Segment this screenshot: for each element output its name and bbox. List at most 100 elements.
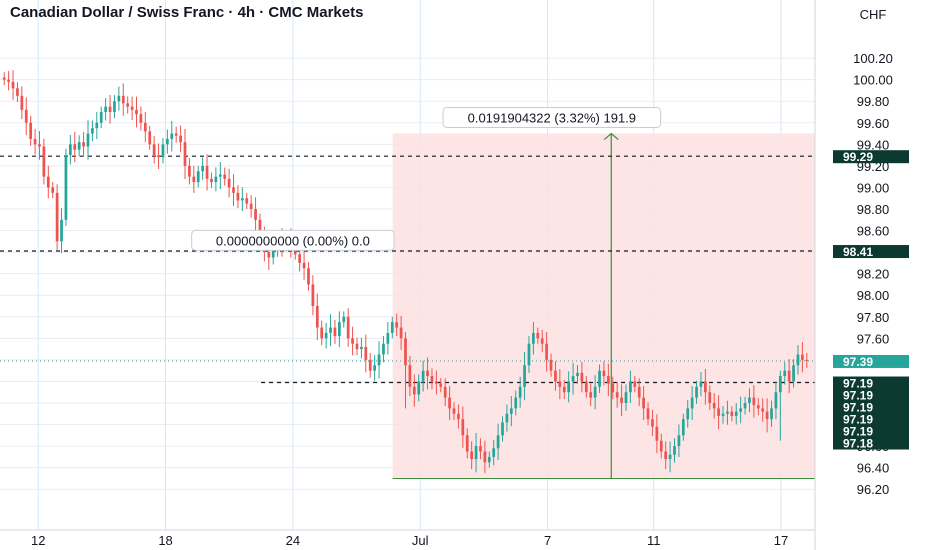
- candle-body: [743, 403, 747, 409]
- price-tick-label: 98.00: [857, 288, 890, 303]
- candle-body: [699, 381, 703, 387]
- candle-body: [712, 403, 716, 409]
- candle-body: [320, 327, 324, 339]
- price-badge: [833, 412, 909, 426]
- candle-body: [91, 128, 94, 134]
- candle-body: [761, 408, 765, 412]
- time-axis[interactable]: 12 18 24 Jul 7 11 17: [31, 533, 788, 548]
- candle-body: [51, 187, 55, 193]
- candle-body: [443, 386, 447, 398]
- candle-body: [430, 376, 434, 382]
- price-badge-label: 99.29: [843, 150, 873, 164]
- candle-body: [135, 109, 138, 115]
- candle-body: [421, 370, 425, 382]
- measure-labels: 0.0191904322 (3.32%) 191.9 0.0000000000 (…: [191, 106, 662, 251]
- candle-body: [130, 106, 134, 110]
- price-badge-label: 97.19: [843, 389, 873, 403]
- candle-body: [668, 454, 672, 460]
- price-badge: [833, 150, 909, 164]
- candle-body: [126, 103, 130, 107]
- price-tick-label: 97.80: [857, 310, 890, 325]
- candle-body: [152, 144, 156, 156]
- price-badge: [833, 400, 909, 414]
- candle-body: [637, 386, 641, 398]
- candle-body: [86, 133, 90, 147]
- candle-body: [620, 397, 623, 403]
- candle-body: [778, 376, 782, 393]
- candle-body: [792, 365, 795, 382]
- candle-body: [24, 109, 28, 123]
- candle-body: [774, 392, 778, 409]
- candle-body: [435, 381, 438, 384]
- measure-label-text: 0.0191904322 (3.32%) 191.9: [468, 110, 636, 125]
- candle-body: [461, 419, 465, 436]
- candle-body: [324, 332, 328, 339]
- candle-body: [368, 359, 372, 371]
- candle-body: [240, 198, 244, 201]
- candle-body: [104, 106, 107, 112]
- candle-body: [390, 322, 394, 333]
- price-tick-label: 99.80: [857, 94, 890, 109]
- candle-body: [492, 448, 496, 457]
- price-tick-label: 98.60: [857, 224, 890, 239]
- candle-body: [474, 446, 478, 460]
- candle-body: [29, 122, 33, 139]
- candle-body: [139, 114, 143, 123]
- candle-body: [333, 327, 337, 337]
- candle-body: [584, 381, 588, 393]
- candle-body: [143, 122, 147, 132]
- zero-measure-label-text: 0.0000000000 (0.00%) 0.0: [216, 233, 370, 248]
- time-tick-label: Jul: [412, 533, 429, 548]
- zero-measure-label-box: [191, 229, 395, 251]
- candle-body: [298, 254, 302, 263]
- time-tick-label: 24: [286, 533, 300, 548]
- candle-body: [801, 354, 804, 360]
- price-badge-label: 97.39: [843, 355, 873, 369]
- candle-body: [730, 411, 734, 416]
- price-tick-label: 97.60: [857, 331, 890, 346]
- price-badge-label: 97.19: [843, 377, 873, 391]
- candle-body: [412, 386, 416, 395]
- candle-body: [16, 88, 19, 96]
- candle-body: [311, 284, 315, 306]
- price-tick-label: 98.20: [857, 267, 890, 282]
- candle-body: [717, 408, 720, 416]
- candle-body: [258, 219, 262, 236]
- candle-body: [148, 131, 152, 145]
- candle-body: [236, 192, 240, 201]
- zero-measure-label: 0.0000000000 (0.00%) 0.0: [191, 229, 395, 251]
- candle-body: [704, 381, 707, 393]
- candle-body: [360, 346, 363, 350]
- price-badge: [833, 424, 909, 438]
- price-tick-label: 100.20: [853, 51, 893, 66]
- measure-range-box: [392, 133, 815, 479]
- candle-body: [532, 332, 535, 344]
- candle-body: [734, 411, 738, 416]
- candle-body: [218, 174, 222, 177]
- candle-body: [99, 112, 103, 123]
- price-badges: 99.2998.4197.3997.1997.1997.1997.1997.19…: [833, 150, 909, 451]
- price-badge-label: 97.19: [843, 413, 873, 427]
- candle-body: [183, 142, 187, 166]
- price-tick-label: 100.00: [853, 73, 893, 88]
- candle-body: [426, 370, 429, 377]
- time-tick-label: 17: [774, 533, 788, 548]
- price-tick-label: 96.40: [857, 461, 890, 476]
- candle-body: [73, 144, 77, 150]
- candle-body: [602, 370, 606, 377]
- candle-body: [351, 338, 354, 344]
- candle-body: [690, 397, 694, 409]
- candle-body: [589, 392, 593, 398]
- candle-body: [249, 203, 253, 209]
- candle-body: [606, 376, 610, 384]
- candle-body: [302, 262, 306, 269]
- candle-body: [708, 392, 712, 403]
- candle-body: [210, 178, 213, 183]
- candle-body: [752, 397, 756, 406]
- candle-body: [38, 144, 41, 147]
- candle-body: [60, 219, 63, 242]
- candle-body: [315, 306, 319, 328]
- candle-body: [646, 408, 650, 420]
- candle-body: [395, 322, 399, 328]
